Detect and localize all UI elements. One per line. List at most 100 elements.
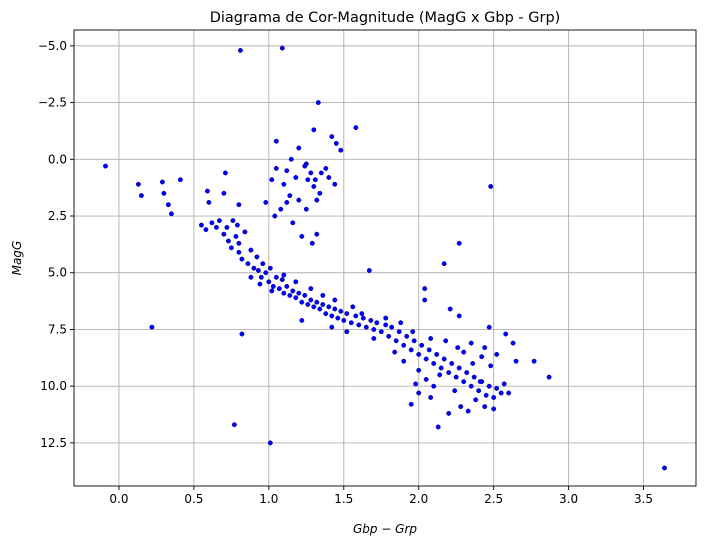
data-point bbox=[267, 265, 273, 271]
data-point bbox=[236, 202, 242, 208]
data-point bbox=[510, 340, 516, 346]
plot-frame bbox=[73, 29, 697, 487]
data-point bbox=[221, 231, 227, 237]
data-point bbox=[353, 125, 359, 131]
data-point bbox=[486, 324, 492, 330]
x-tick-label: 0.5 bbox=[184, 492, 203, 506]
data-point bbox=[314, 231, 320, 237]
data-point bbox=[257, 281, 263, 287]
y-tick-label: 2.5 bbox=[48, 209, 67, 223]
data-point bbox=[396, 329, 402, 335]
data-point bbox=[318, 170, 324, 176]
data-point bbox=[338, 308, 344, 314]
data-point bbox=[315, 100, 321, 106]
data-point bbox=[333, 140, 339, 146]
y-tick-label: −2.5 bbox=[38, 96, 67, 110]
data-point bbox=[456, 365, 462, 371]
data-point bbox=[309, 240, 315, 246]
data-point bbox=[426, 347, 432, 353]
data-point bbox=[332, 297, 338, 303]
data-point bbox=[488, 363, 494, 369]
data-point bbox=[479, 379, 485, 385]
data-point bbox=[416, 351, 422, 357]
data-point bbox=[473, 397, 479, 403]
data-point bbox=[455, 345, 461, 351]
x-tick-label: 3.0 bbox=[559, 492, 578, 506]
data-point bbox=[398, 320, 404, 326]
data-point bbox=[231, 422, 237, 428]
data-point bbox=[456, 240, 462, 246]
data-point bbox=[662, 465, 667, 471]
data-point bbox=[471, 374, 477, 380]
data-point bbox=[356, 322, 362, 328]
data-point bbox=[248, 247, 254, 253]
data-point bbox=[248, 274, 254, 280]
data-point bbox=[254, 254, 260, 260]
data-point bbox=[305, 302, 311, 307]
data-point bbox=[290, 220, 296, 226]
data-point bbox=[239, 256, 245, 262]
data-point bbox=[366, 268, 372, 273]
data-point bbox=[204, 188, 210, 194]
data-point bbox=[479, 354, 485, 360]
data-point bbox=[383, 322, 389, 328]
data-point bbox=[198, 222, 204, 228]
data-point bbox=[443, 338, 449, 344]
data-point bbox=[323, 311, 329, 317]
data-point bbox=[446, 410, 452, 416]
data-point bbox=[378, 329, 384, 335]
data-point bbox=[237, 47, 243, 53]
data-point bbox=[222, 170, 228, 176]
data-point bbox=[260, 261, 266, 267]
data-point bbox=[276, 286, 282, 292]
data-point bbox=[270, 283, 276, 289]
data-point bbox=[293, 279, 299, 285]
data-point bbox=[453, 374, 459, 380]
data-point bbox=[411, 338, 417, 344]
data-point bbox=[341, 317, 347, 323]
data-point bbox=[284, 283, 290, 289]
data-point bbox=[360, 315, 366, 321]
data-point bbox=[273, 138, 279, 144]
data-point bbox=[428, 336, 434, 341]
data-point bbox=[329, 134, 335, 140]
data-point bbox=[308, 297, 314, 303]
data-point bbox=[312, 177, 318, 183]
data-point bbox=[281, 181, 287, 187]
data-point bbox=[263, 270, 269, 276]
data-point bbox=[441, 356, 447, 362]
data-point bbox=[305, 177, 311, 183]
data-point bbox=[165, 202, 171, 208]
data-point bbox=[483, 392, 489, 398]
data-point bbox=[290, 288, 296, 294]
data-point bbox=[314, 197, 320, 203]
data-point bbox=[447, 306, 453, 312]
data-point bbox=[242, 229, 248, 235]
data-point bbox=[338, 147, 344, 153]
data-point bbox=[482, 404, 488, 410]
data-point bbox=[177, 177, 183, 183]
data-point bbox=[486, 383, 492, 389]
data-point bbox=[359, 311, 365, 317]
data-point bbox=[302, 163, 308, 169]
data-point bbox=[371, 336, 377, 341]
data-point bbox=[419, 342, 425, 348]
data-point bbox=[422, 286, 428, 292]
x-axis-ticks: 0.0 0.5 1.0 1.5 2.0 2.5 3.0 3.5 bbox=[109, 486, 653, 506]
x-tick-label: 0.0 bbox=[109, 492, 128, 506]
data-point bbox=[263, 199, 269, 205]
data-point bbox=[168, 211, 174, 217]
data-point bbox=[203, 227, 209, 233]
data-point bbox=[302, 292, 308, 298]
data-point bbox=[272, 213, 278, 219]
data-point bbox=[320, 292, 326, 298]
data-point bbox=[465, 408, 471, 414]
data-point bbox=[335, 315, 341, 321]
data-point bbox=[314, 299, 320, 305]
data-point bbox=[368, 317, 374, 323]
data-point bbox=[468, 383, 474, 389]
data-point bbox=[344, 329, 350, 335]
data-point bbox=[317, 190, 323, 196]
data-point bbox=[326, 175, 332, 180]
data-point bbox=[416, 367, 422, 373]
